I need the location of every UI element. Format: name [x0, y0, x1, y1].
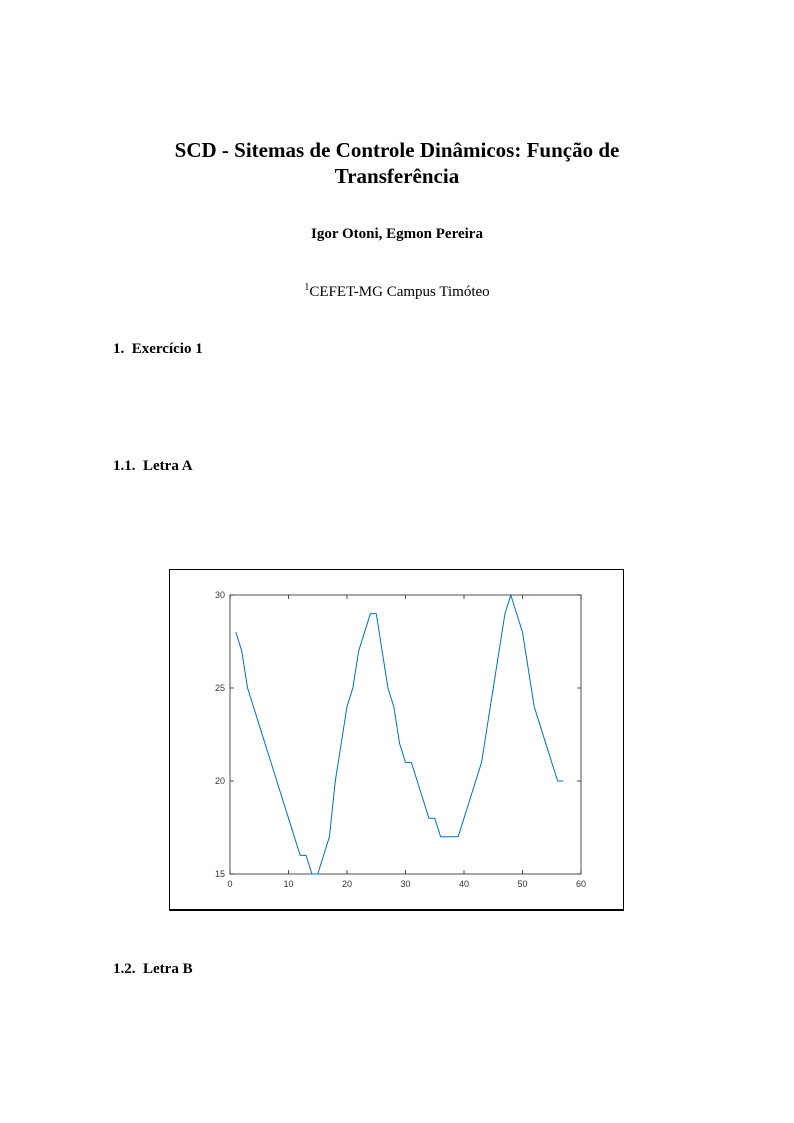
x-tick-label: 0: [227, 879, 232, 889]
section-number: 1.2.: [113, 961, 136, 977]
x-tick-label: 40: [459, 879, 469, 889]
title-line-2: Transferência: [334, 164, 460, 188]
section-title: Letra A: [143, 458, 193, 474]
affiliation-text: CEFET-MG Campus Timóteo: [309, 284, 490, 300]
figure-frame: 0 10 20 30 40 50 60 15 20 25 30: [169, 569, 624, 911]
affiliation-mark: 1: [304, 282, 310, 293]
x-tick-label: 20: [342, 879, 352, 889]
section-heading: 1. Exercício 1: [113, 341, 203, 358]
line-chart: 0 10 20 30 40 50 60 15 20 25 30: [215, 590, 586, 889]
subsection-heading: 1.2. Letra B: [113, 961, 193, 978]
section-number: 1.1.: [113, 458, 136, 474]
page-title: SCD - Sitemas de Controle Dinâmicos: Fun…: [0, 137, 794, 189]
section-title: Letra B: [143, 961, 193, 977]
data-series-line: [235, 593, 564, 875]
x-tick-label: 30: [400, 879, 410, 889]
y-tick-label: 15: [215, 869, 225, 879]
section-title: Exercício 1: [131, 341, 203, 357]
plot-area: [229, 594, 582, 875]
affiliation: 1CEFET-MG Campus Timóteo: [0, 282, 794, 301]
y-tick-label: 30: [215, 590, 225, 600]
authors: Igor Otoni, Egmon Pereira: [311, 226, 483, 242]
x-tick-label: 10: [283, 879, 293, 889]
subsection-heading: 1.1. Letra A: [113, 458, 193, 475]
y-tick-label: 25: [215, 683, 225, 693]
title-line-1: SCD - Sitemas de Controle Dinâmicos: Fun…: [174, 138, 620, 162]
section-number: 1.: [113, 341, 125, 357]
x-tick-label: 60: [576, 879, 586, 889]
x-tick-label: 50: [517, 879, 527, 889]
y-tick-label: 20: [215, 776, 225, 786]
